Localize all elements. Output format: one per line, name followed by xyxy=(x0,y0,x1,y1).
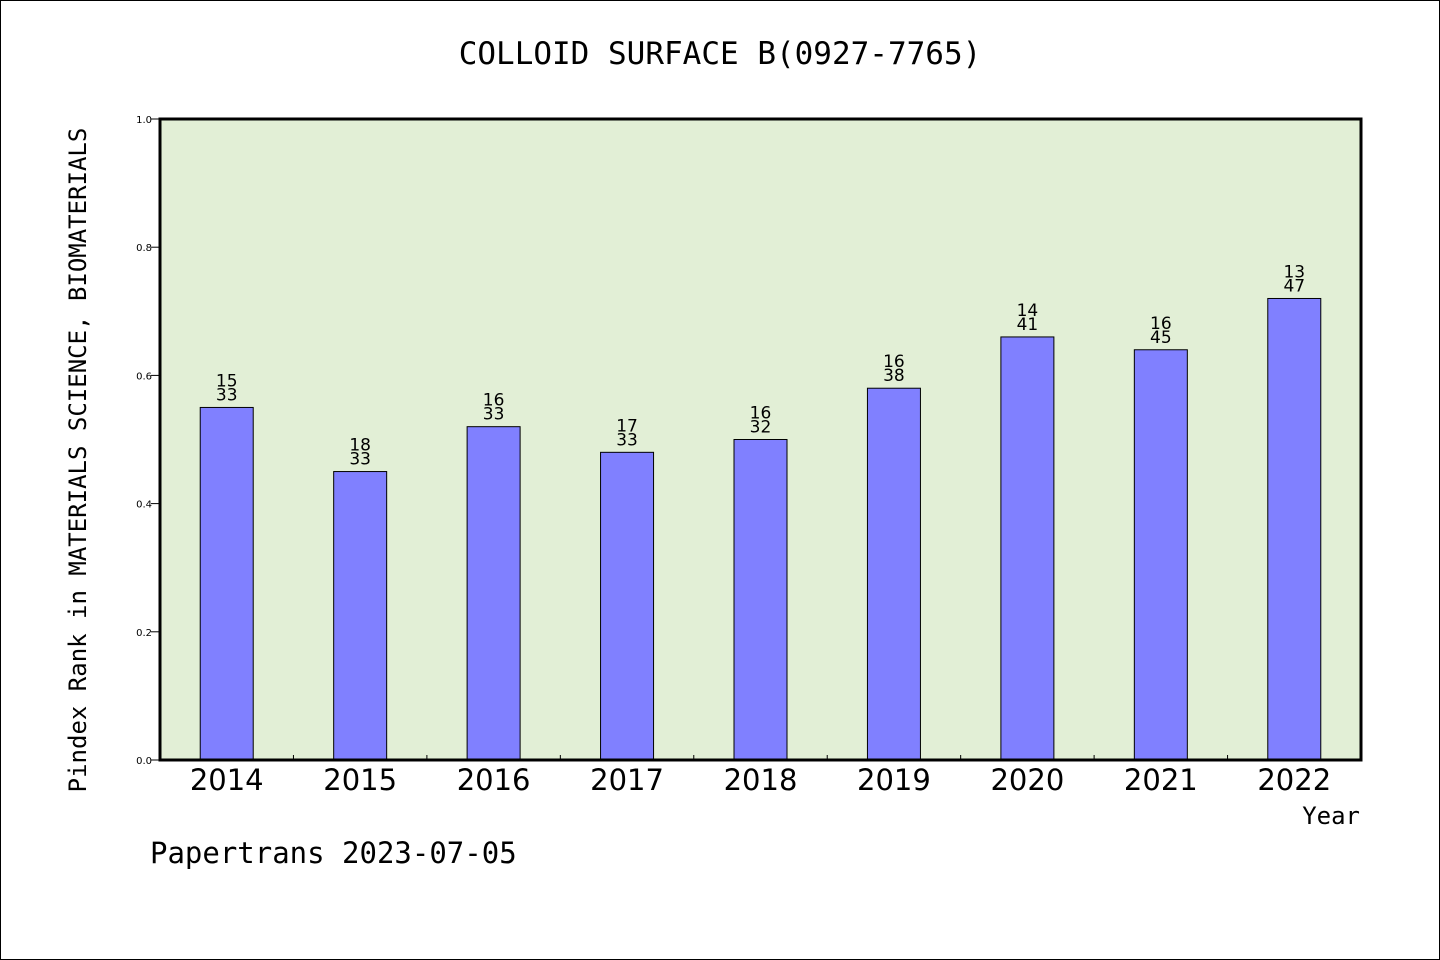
bar-rank-label: 17 xyxy=(616,416,638,436)
x-tick-label: 2021 xyxy=(1124,763,1198,797)
bar xyxy=(733,439,788,761)
x-tick-label: 2014 xyxy=(190,763,264,797)
y-tick-label: 0.4 xyxy=(136,500,152,511)
bar xyxy=(1133,349,1188,761)
bar-rank-label: 16 xyxy=(750,404,772,424)
x-tick-label: 2016 xyxy=(457,763,531,797)
bar-total-label: 47 xyxy=(1283,276,1305,296)
bar-rank-label: 18 xyxy=(349,436,371,456)
y-tick-label: 1.0 xyxy=(136,115,152,126)
bar-rank-label: 16 xyxy=(483,391,505,411)
bar-rank-label: 16 xyxy=(883,352,905,372)
bar-rank-label: 14 xyxy=(1017,301,1039,321)
x-axis-label: Year xyxy=(1302,802,1360,830)
bar-total-label: 38 xyxy=(883,366,905,386)
bar-total-label: 45 xyxy=(1150,328,1172,348)
y-tick-label: 0.8 xyxy=(136,243,152,254)
bar xyxy=(466,426,521,761)
chart-title: COLLOID SURFACE B(0927-7765) xyxy=(458,36,982,72)
x-tick-label: 2015 xyxy=(323,763,397,797)
plot-border xyxy=(158,117,1363,762)
bar-total-label: 33 xyxy=(616,430,638,450)
bar xyxy=(333,471,388,761)
y-tick-label: 0.2 xyxy=(136,628,152,639)
bar xyxy=(600,451,655,761)
y-tick-label: 0.6 xyxy=(136,371,152,382)
bar-rank-label: 15 xyxy=(216,371,238,391)
x-tick-label: 2018 xyxy=(724,763,798,797)
bar-total-label: 33 xyxy=(483,405,505,425)
bar-total-label: 33 xyxy=(349,450,371,470)
bar xyxy=(866,387,921,761)
y-tick-label: 0.0 xyxy=(136,756,152,767)
x-tick-label: 2020 xyxy=(990,763,1064,797)
bar-total-label: 32 xyxy=(750,418,772,438)
x-tick-label: 2017 xyxy=(590,763,664,797)
x-tick-label: 2019 xyxy=(857,763,931,797)
x-tick-label: 2022 xyxy=(1257,763,1331,797)
bar-rank-label: 16 xyxy=(1150,314,1172,334)
bar xyxy=(199,406,254,761)
bar-total-label: 33 xyxy=(216,385,238,405)
bar xyxy=(1267,297,1322,761)
bar-total-label: 41 xyxy=(1017,315,1039,335)
footer-note: Papertrans 2023-07-05 xyxy=(150,836,517,870)
bar xyxy=(1000,336,1055,761)
bar-rank-label: 13 xyxy=(1283,262,1305,282)
